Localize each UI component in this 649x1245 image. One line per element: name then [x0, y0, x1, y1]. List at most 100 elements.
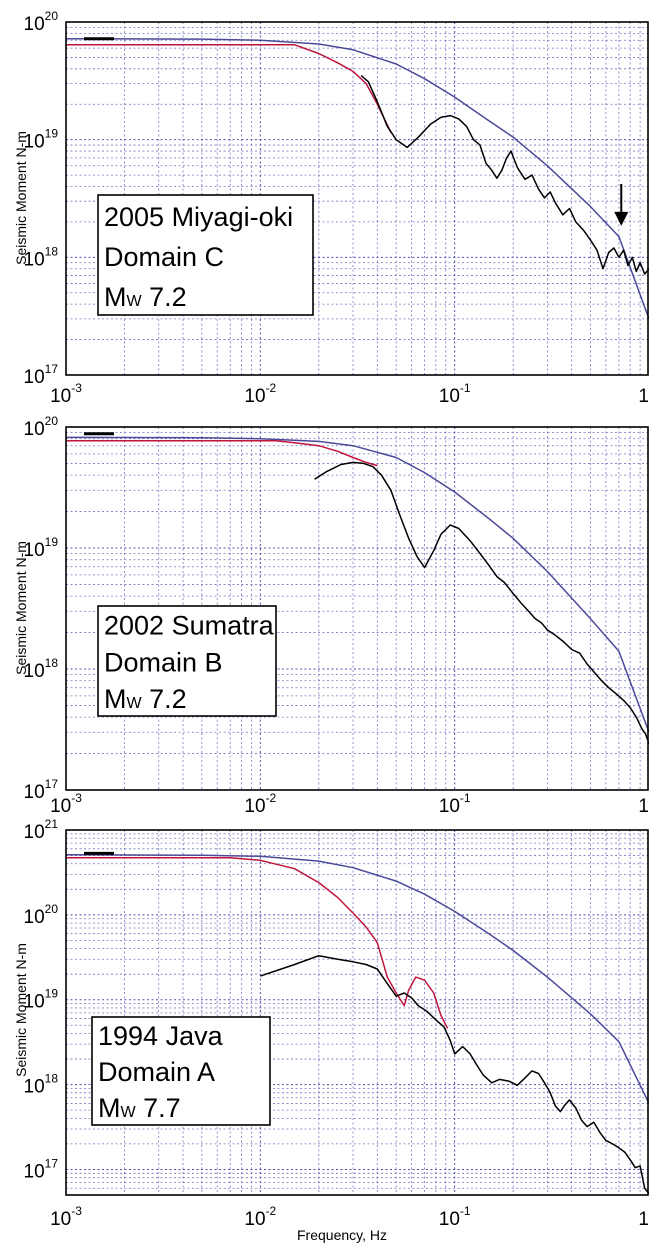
y-tick-label: 1019: [24, 987, 59, 1013]
y-tick-base: 10: [24, 661, 45, 682]
event-annotation-box: [91, 1016, 271, 1126]
y-tick-label: 1021: [24, 817, 59, 843]
x-tick-base: 10: [439, 386, 460, 407]
x-tick-label: 10-1: [439, 791, 471, 817]
magnitude-symbol: M: [104, 684, 127, 714]
series-line: [260, 954, 649, 1195]
event-name: 2002 Sumatra: [104, 611, 275, 641]
y-tick-label: 1020: [24, 9, 59, 35]
x-tick-exp: -3: [71, 1204, 82, 1218]
y-axis-label: Seismic Moment N-m: [13, 131, 29, 265]
series-line: [66, 439, 378, 467]
magnitude-subscript: W: [127, 695, 143, 712]
x-tick-label: 10-3: [50, 791, 82, 817]
y-tick-base: 10: [24, 822, 45, 843]
magnitude-value: 7.7: [136, 1093, 181, 1123]
x-tick-base: 1: [638, 796, 649, 817]
magnitude-subscript: W: [127, 293, 143, 310]
event-annotation-box: [97, 194, 314, 316]
y-tick-label: 1018: [24, 244, 59, 270]
y-tick-label: 1019: [24, 127, 59, 153]
event-magnitude: MW 7.7: [98, 1093, 181, 1123]
y-tick-base: 10: [24, 1161, 45, 1182]
y-tick-exp: 19: [45, 535, 59, 549]
x-tick-exp: -3: [71, 381, 82, 395]
x-tick-label: 10-3: [50, 1204, 82, 1230]
y-tick-label: 1020: [24, 902, 59, 928]
y-tick-exp: 21: [45, 817, 59, 831]
y-tick-exp: 18: [45, 1072, 59, 1086]
x-tick-label: 10-1: [439, 1204, 471, 1230]
x-tick-label: 1: [638, 796, 649, 817]
y-tick-exp: 20: [45, 9, 59, 23]
y-axis-label: Seismic Moment N-m: [13, 541, 29, 675]
y-tick-base: 10: [24, 1077, 45, 1098]
grid: [65, 427, 649, 791]
series-line: [65, 854, 649, 1104]
y-tick-base: 10: [24, 540, 45, 561]
y-tick-base: 10: [24, 249, 45, 270]
arrow-head: [614, 211, 629, 226]
x-tick-label: 1: [638, 1209, 649, 1230]
plot-frame: [65, 426, 649, 791]
x-tick-base: 10: [50, 796, 71, 817]
series-line: [65, 436, 649, 733]
x-tick-label: 10-2: [244, 791, 276, 817]
x-tick-base: 10: [244, 796, 265, 817]
series-line: [314, 461, 649, 745]
y-tick-exp: 19: [45, 127, 59, 141]
series-line: [66, 857, 449, 1029]
x-tick-label: 10-2: [244, 1204, 276, 1230]
x-tick-label: 10-3: [50, 381, 82, 407]
event-name: 2005 Miyagi-oki: [104, 202, 293, 232]
y-tick-label: 1017: [24, 1156, 59, 1182]
x-tick-exp: -1: [460, 1204, 471, 1218]
event-magnitude: MW 7.2: [104, 282, 187, 312]
x-axis-label: Frequency, Hz: [297, 1227, 387, 1243]
y-tick-label: 1020: [24, 414, 59, 440]
y-tick-base: 10: [24, 782, 45, 803]
event-domain: Domain C: [104, 242, 224, 272]
x-tick-exp: -2: [266, 381, 277, 395]
y-tick-base: 10: [24, 367, 45, 388]
y-tick-exp: 20: [45, 414, 59, 428]
magnitude-value: 7.2: [142, 282, 187, 312]
y-tick-base: 10: [24, 419, 45, 440]
x-tick-exp: -3: [71, 791, 82, 805]
event-domain: Domain A: [98, 1057, 215, 1087]
y-tick-label: 1018: [24, 656, 59, 682]
y-tick-label: 1017: [24, 362, 59, 388]
y-tick-base: 10: [24, 992, 45, 1013]
y-tick-exp: 17: [45, 777, 59, 791]
magnitude-symbol: M: [98, 1093, 121, 1123]
y-axis-label: Seismic Moment N-m: [13, 943, 29, 1077]
y-tick-exp: 20: [45, 902, 59, 916]
plot-frame: [65, 829, 649, 1196]
y-tick-label: 1018: [24, 1072, 59, 1098]
series-line: [65, 38, 649, 320]
x-tick-base: 1: [638, 386, 649, 407]
event-annotation-box: [97, 605, 277, 717]
y-tick-exp: 17: [45, 1156, 59, 1170]
plot-frame: [65, 21, 649, 376]
event-domain: Domain B: [104, 647, 223, 677]
x-tick-label: 1: [638, 386, 649, 407]
x-tick-base: 10: [244, 386, 265, 407]
event-name: 1994 Java: [98, 1021, 224, 1051]
magnitude-subscript: W: [121, 1104, 137, 1121]
x-tick-exp: -1: [460, 381, 471, 395]
x-tick-base: 10: [50, 386, 71, 407]
x-tick-base: 10: [439, 1209, 460, 1230]
y-tick-label: 1017: [24, 777, 59, 803]
x-tick-base: 10: [50, 1209, 71, 1230]
y-tick-exp: 17: [45, 362, 59, 376]
x-tick-base: 10: [439, 796, 460, 817]
y-tick-base: 10: [24, 132, 45, 153]
series-line: [66, 44, 392, 133]
magnitude-symbol: M: [104, 282, 127, 312]
plot-area: [66, 830, 649, 1195]
series-line: [360, 75, 649, 275]
